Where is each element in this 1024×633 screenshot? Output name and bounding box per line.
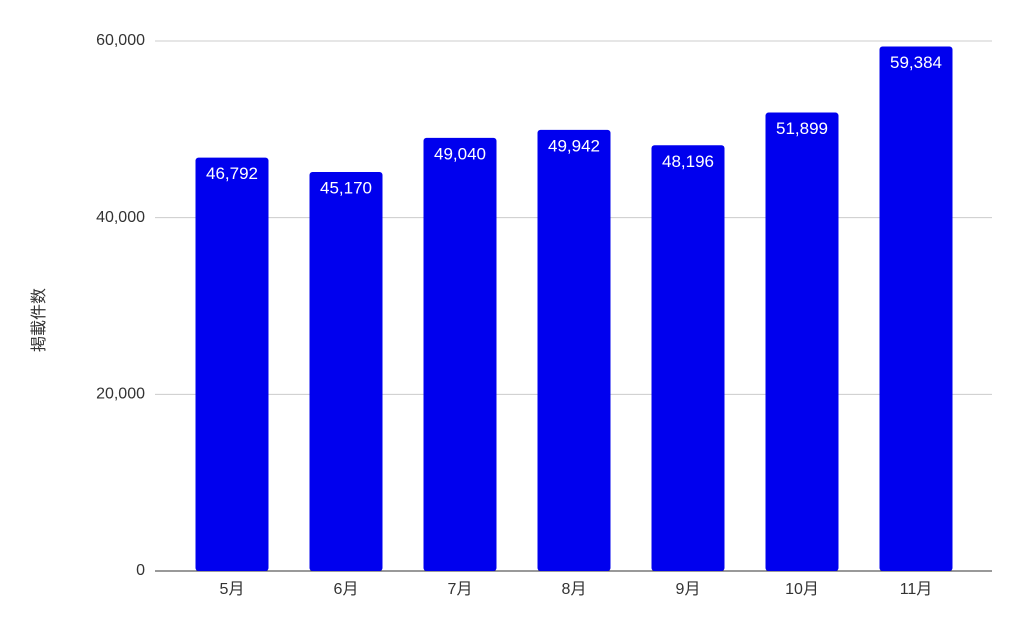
- bar: [651, 145, 725, 571]
- value-label: 59,384: [890, 53, 942, 72]
- x-tick-label: 5月: [220, 581, 245, 598]
- bar: [765, 112, 839, 571]
- value-label: 51,899: [776, 119, 828, 138]
- x-tick-label: 11月: [900, 581, 933, 598]
- x-tick-label: 7月: [448, 581, 473, 598]
- x-tick-label: 6月: [334, 581, 359, 598]
- y-axis-label: 掲載件数: [30, 288, 48, 352]
- bar: [423, 137, 497, 571]
- value-label: 49,040: [434, 144, 486, 163]
- bar: [195, 157, 269, 572]
- x-tick-label: 10月: [785, 581, 819, 598]
- bar: [537, 129, 611, 571]
- value-label: 46,792: [206, 164, 258, 183]
- y-tick-label: 60,000: [96, 32, 145, 49]
- value-label: 49,942: [548, 136, 600, 155]
- x-tick-label: 9月: [676, 581, 701, 598]
- y-tick-label: 0: [136, 562, 145, 579]
- y-tick-label: 20,000: [96, 386, 145, 403]
- bar: [309, 171, 383, 571]
- x-tick-label: 8月: [562, 581, 587, 598]
- value-label: 45,170: [320, 178, 372, 197]
- y-tick-label: 40,000: [96, 209, 145, 226]
- value-label: 48,196: [662, 152, 714, 171]
- bar: [879, 46, 953, 571]
